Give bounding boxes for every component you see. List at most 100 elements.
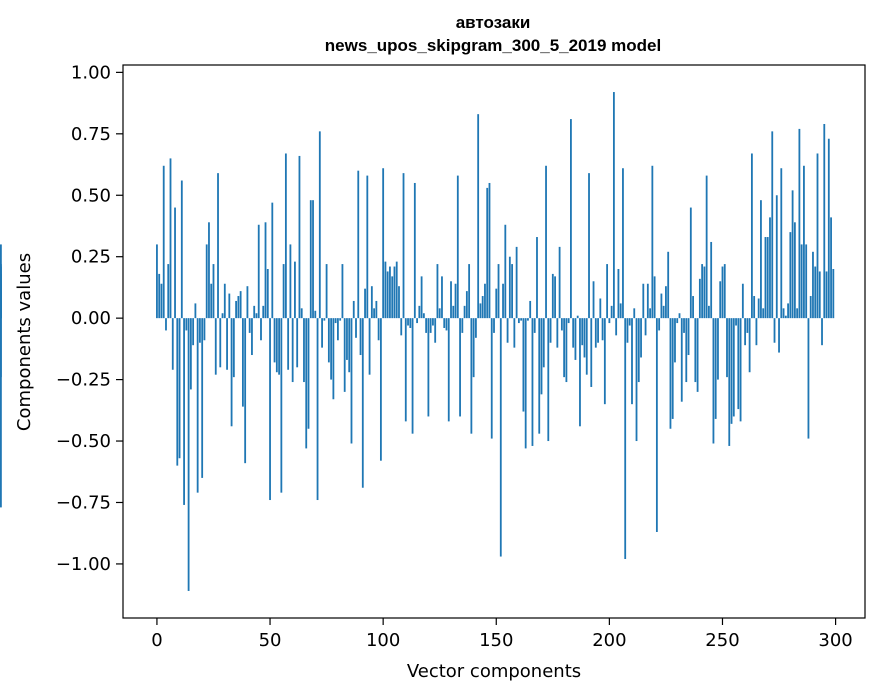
- bar: [287, 318, 290, 370]
- bar: [411, 318, 414, 434]
- bar: [642, 283, 645, 319]
- bar: [793, 222, 796, 319]
- bar: [721, 266, 724, 319]
- bar: [665, 286, 667, 319]
- bar: [646, 283, 649, 319]
- bar: [461, 318, 464, 333]
- bar: [570, 119, 572, 319]
- bar: [812, 251, 814, 319]
- bar: [696, 318, 699, 392]
- bar: [784, 315, 787, 319]
- bar: [230, 318, 233, 427]
- bar: [196, 318, 199, 493]
- bar: [366, 175, 369, 319]
- y-tick-label: 0.75: [71, 124, 111, 145]
- bar: [226, 318, 228, 370]
- bar: [726, 318, 728, 378]
- bar: [520, 318, 523, 321]
- bar: [597, 318, 599, 343]
- bar: [818, 271, 821, 319]
- bar: [728, 318, 731, 446]
- bar: [382, 168, 385, 319]
- bar: [282, 264, 285, 319]
- bar: [185, 318, 188, 331]
- bar: [608, 318, 611, 324]
- bar: [678, 313, 681, 319]
- bar: [658, 318, 661, 331]
- bar: [477, 114, 480, 319]
- bar: [280, 318, 283, 493]
- bar: [294, 261, 296, 319]
- bar: [708, 305, 710, 319]
- bar: [655, 318, 658, 532]
- bar: [273, 318, 276, 363]
- bar: [167, 264, 170, 319]
- bar: [413, 182, 416, 319]
- bar: [821, 318, 823, 346]
- y-tick-label: −0.25: [56, 370, 111, 391]
- bar: [0, 318, 2, 378]
- bar: [701, 264, 704, 319]
- bar: [619, 303, 622, 319]
- bar: [398, 286, 400, 319]
- bar: [687, 318, 690, 356]
- bar: [694, 318, 697, 383]
- bar: [337, 318, 339, 341]
- bar: [583, 318, 586, 358]
- bar: [450, 281, 452, 319]
- bar: [554, 276, 556, 319]
- bar: [409, 318, 412, 328]
- bar: [481, 296, 484, 319]
- bar: [178, 318, 181, 459]
- bar: [316, 318, 319, 501]
- x-tick-label: 150: [479, 630, 513, 651]
- bar: [585, 318, 588, 375]
- bar: [683, 318, 685, 333]
- x-tick-label: 100: [366, 630, 400, 651]
- bar: [644, 318, 647, 336]
- bar: [493, 318, 495, 333]
- bar: [251, 318, 253, 356]
- bar: [468, 264, 471, 319]
- bar: [592, 281, 595, 319]
- bar: [470, 318, 473, 434]
- bar: [599, 298, 602, 319]
- bar: [551, 273, 554, 319]
- bar: [334, 318, 337, 324]
- bar: [651, 165, 654, 319]
- bar: [459, 318, 461, 417]
- bar: [757, 298, 760, 319]
- bar: [680, 318, 683, 402]
- y-axis-label: Components values: [14, 253, 35, 431]
- x-tick-label: 250: [705, 630, 739, 651]
- bar: [217, 173, 219, 319]
- bar: [800, 244, 803, 319]
- bar: [490, 318, 493, 439]
- bar: [576, 315, 579, 319]
- bar: [192, 318, 195, 346]
- bar: [612, 92, 615, 319]
- bar: [246, 286, 249, 319]
- bar: [393, 266, 396, 319]
- bar: [253, 305, 256, 319]
- bar: [357, 170, 360, 319]
- bar: [445, 318, 448, 331]
- bar: [189, 318, 192, 390]
- bar: [615, 318, 618, 336]
- plot-frame: [122, 64, 866, 619]
- x-tick-label: 200: [592, 630, 626, 651]
- bar: [368, 318, 371, 375]
- bar: [176, 318, 179, 466]
- bar: [443, 318, 446, 328]
- bar: [755, 318, 758, 346]
- bar: [379, 318, 382, 461]
- bar: [567, 318, 570, 324]
- bar: [705, 175, 708, 319]
- bar: [744, 318, 747, 346]
- bar: [298, 155, 301, 319]
- bar: [479, 303, 482, 319]
- bar: [330, 318, 333, 380]
- bar: [698, 278, 701, 319]
- bar: [364, 288, 366, 319]
- bar: [239, 291, 242, 319]
